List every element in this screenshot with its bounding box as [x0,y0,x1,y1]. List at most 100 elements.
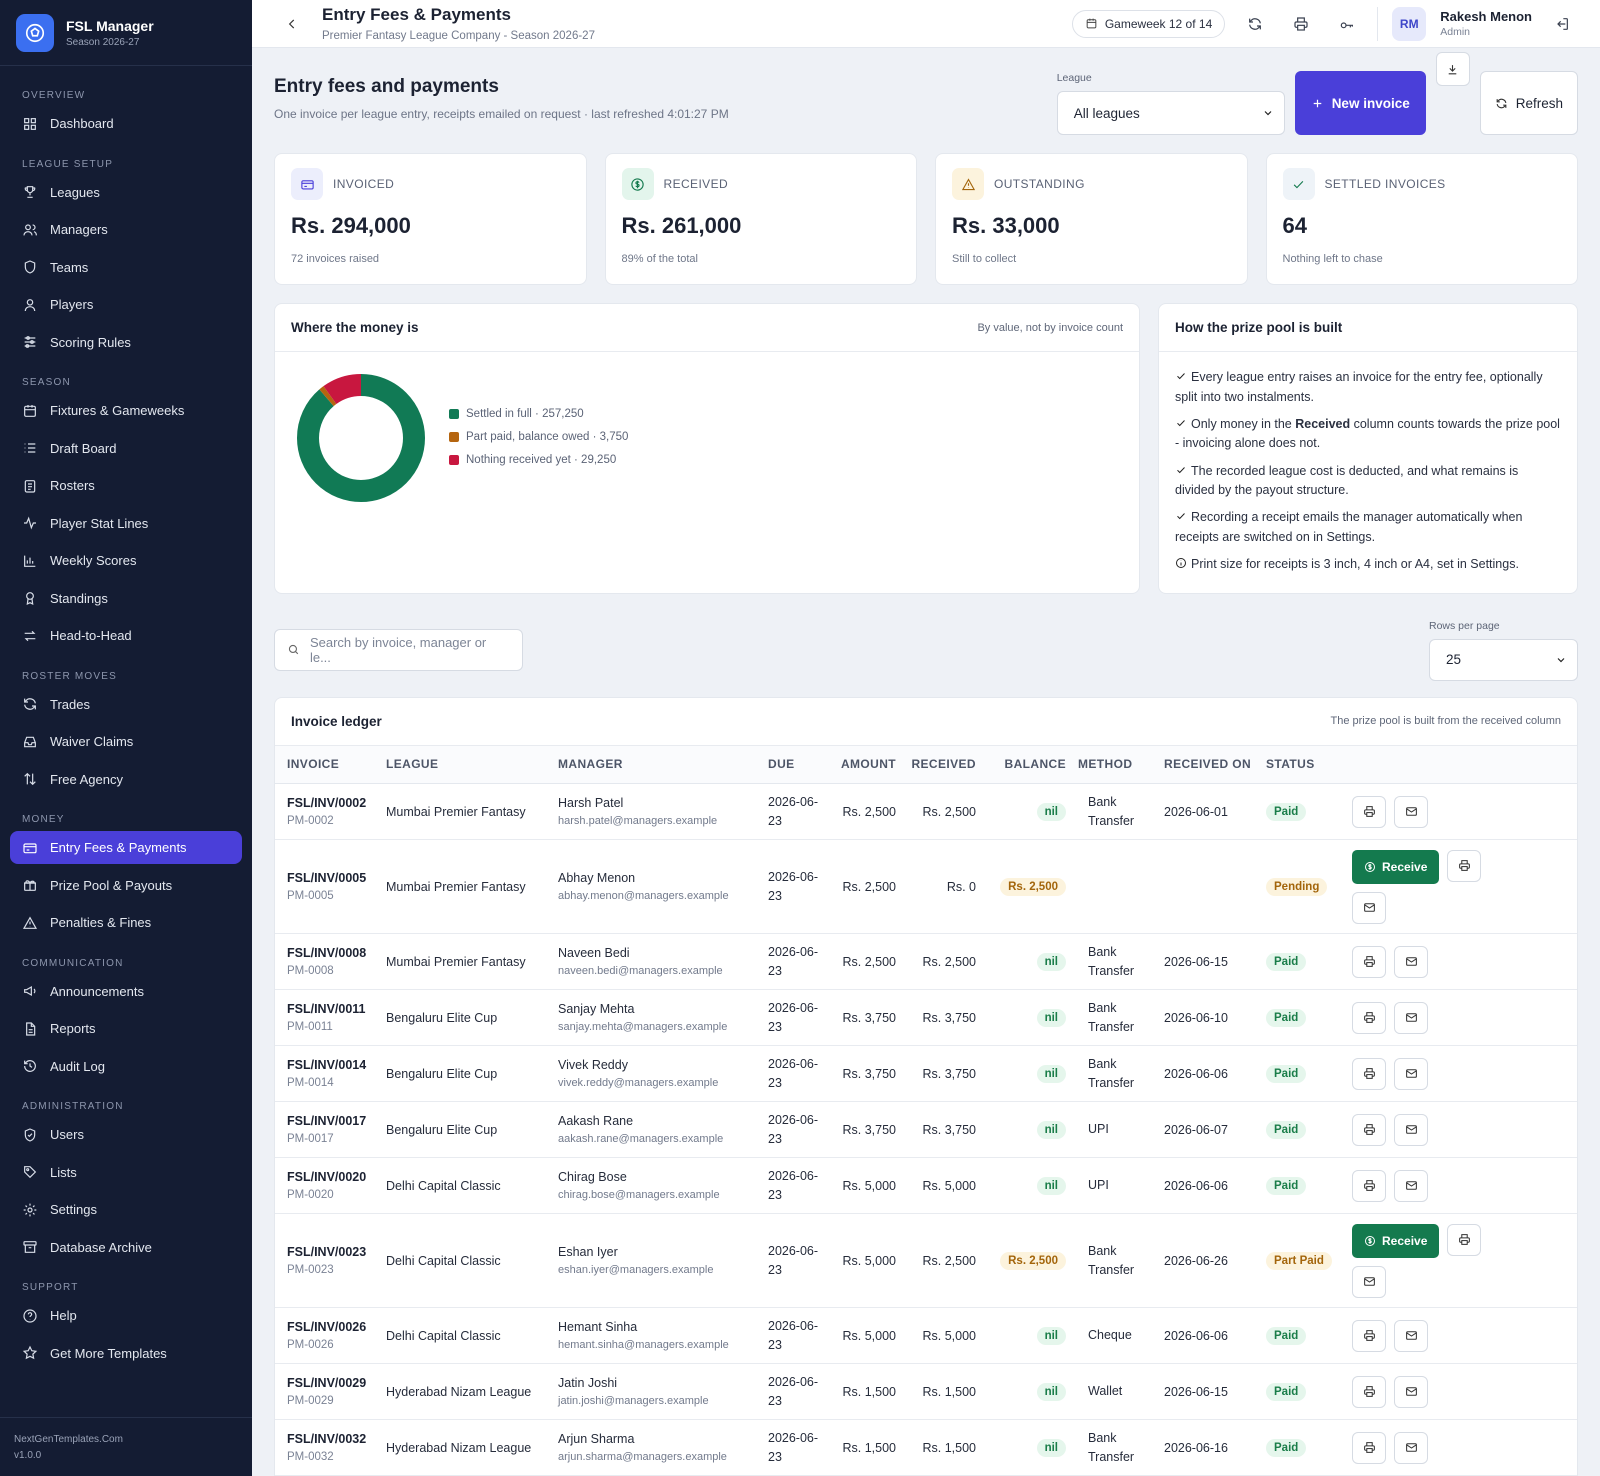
dollar-circle-icon [1365,1235,1375,1246]
email-invoice-button[interactable] [1394,1113,1428,1146]
print-invoice-button[interactable] [1352,1375,1386,1408]
sidebar-item-head-to-head[interactable]: Head-to-Head [10,619,242,652]
sidebar-item-managers[interactable]: Managers [10,213,242,246]
sidebar-item-players[interactable]: Players [10,288,242,321]
sidebar-item-weekly-scores[interactable]: Weekly Scores [10,544,242,577]
email-invoice-button[interactable] [1394,1319,1428,1352]
receive-button[interactable]: Receive [1352,849,1440,884]
sidebar-item-users[interactable]: Users [10,1118,242,1151]
invoice-number[interactable]: FSL/INV/0032 [287,1432,367,1446]
print-invoice-button[interactable] [1447,849,1482,882]
sidebar-item-rosters[interactable]: Rosters [10,469,242,502]
sidebar-item-waiver-claims[interactable]: Waiver Claims [10,725,242,758]
search-input[interactable]: Search by invoice, manager or le... [274,628,523,671]
sidebar-item-announcements[interactable]: Announcements [10,975,242,1008]
sidebar-item-penalties-and-fines[interactable]: Penalties & Fines [10,906,242,939]
email-invoice-button[interactable] [1394,1375,1428,1408]
email-invoice-button[interactable] [1352,1265,1386,1298]
email-invoice-button[interactable] [1394,1431,1428,1464]
invoice-ref: PM-0002 [287,815,334,827]
sidebar-item-trades[interactable]: Trades [10,688,242,721]
sidebar-item-prize-pool-and-payouts[interactable]: Prize Pool & Payouts [10,869,242,902]
column-header-actions[interactable] [1346,745,1577,784]
sidebar-item-scoring-rules[interactable]: Scoring Rules [10,326,242,359]
invoice-number[interactable]: FSL/INV/0029 [287,1376,367,1390]
email-invoice-button[interactable] [1394,795,1428,828]
sidebar-item-fixtures-and-gameweeks[interactable]: Fixtures & Gameweeks [10,394,242,427]
invoice-number[interactable]: FSL/INV/0008 [287,946,367,960]
column-header-balance[interactable]: BALANCE [982,745,1072,784]
print-invoice-button[interactable] [1447,1223,1482,1256]
new-invoice-button[interactable]: New invoice [1294,71,1426,136]
print-invoice-button[interactable] [1352,1169,1386,1202]
invoice-number[interactable]: FSL/INV/0020 [287,1170,367,1184]
email-invoice-button[interactable] [1352,891,1386,924]
sidebar-item-database-archive[interactable]: Database Archive [10,1231,242,1264]
column-header-manager[interactable]: MANAGER [552,745,762,784]
printer-icon [1363,1012,1375,1023]
invoice-number[interactable]: FSL/INV/0017 [287,1114,367,1128]
row-actions [1352,945,1492,978]
sidebar-item-draft-board[interactable]: Draft Board [10,432,242,465]
sidebar-item-dashboard[interactable]: Dashboard [10,107,242,140]
column-header-status[interactable]: STATUS [1260,745,1346,784]
gameweek-chip[interactable]: Gameweek 12 of 14 [1071,9,1226,38]
league-select[interactable]: All leagues [1056,91,1285,136]
invoice-number[interactable]: FSL/INV/0026 [287,1320,367,1334]
balance-badge: nil [1036,1008,1066,1027]
printer-icon [1458,860,1470,871]
sidebar-item-get-more-templates[interactable]: Get More Templates [10,1337,242,1370]
email-invoice-button[interactable] [1394,1001,1428,1034]
refresh-button[interactable]: Refresh [1479,71,1578,136]
sidebar-item-audit-log[interactable]: Audit Log [10,1050,242,1083]
invoice-number[interactable]: FSL/INV/0002 [287,796,367,810]
avatar[interactable]: RM [1392,6,1427,41]
sidebar-item-teams[interactable]: Teams [10,251,242,284]
sidebar-item-entry-fees-and-payments[interactable]: Entry Fees & Payments [10,831,242,864]
sidebar-item-leagues[interactable]: Leagues [10,176,242,209]
print-invoice-button[interactable] [1352,1001,1386,1034]
column-header-amount[interactable]: AMOUNT [832,745,902,784]
export-button[interactable] [1435,52,1470,87]
back-button[interactable] [280,12,304,36]
column-header-invoice[interactable]: INVOICE [275,745,380,784]
sidebar-item-help[interactable]: Help [10,1299,242,1332]
receive-button[interactable]: Receive [1352,1223,1440,1258]
legend-item: Part paid, balance owed · 3,750 [449,431,628,443]
print-invoice-button[interactable] [1352,945,1386,978]
sidebar-item-label: Draft Board [50,440,117,456]
invoice-number[interactable]: FSL/INV/0005 [287,871,367,885]
league-cell: Hyderabad Nizam League [380,1363,552,1420]
prize-pool-item-text: Recording a receipt emails the manager a… [1175,510,1523,544]
sidebar-item-reports[interactable]: Reports [10,1012,242,1045]
print-button[interactable] [1285,8,1317,40]
column-header-league[interactable]: LEAGUE [380,745,552,784]
footer-site[interactable]: NextGenTemplates.Com [14,1434,123,1445]
print-invoice-button[interactable] [1352,1057,1386,1090]
print-invoice-button[interactable] [1352,1113,1386,1146]
invoice-number[interactable]: FSL/INV/0014 [287,1058,367,1072]
email-invoice-button[interactable] [1394,1057,1428,1090]
sidebar-item-label: Entry Fees & Payments [50,840,187,855]
column-header-received[interactable]: RECEIVED [902,745,982,784]
email-invoice-button[interactable] [1394,1169,1428,1202]
logout-button[interactable] [1546,8,1578,40]
mail-icon [1405,1181,1417,1190]
email-invoice-button[interactable] [1394,945,1428,978]
column-header-received-on[interactable]: RECEIVED ON [1158,745,1260,784]
column-header-due[interactable]: DUE [762,745,832,784]
key-button[interactable] [1331,8,1363,40]
invoice-number[interactable]: FSL/INV/0011 [287,1002,366,1016]
sidebar-item-standings[interactable]: Standings [10,582,242,615]
print-invoice-button[interactable] [1352,795,1386,828]
sidebar-item-player-stat-lines[interactable]: Player Stat Lines [10,507,242,540]
sidebar-item-free-agency[interactable]: Free Agency [10,763,242,796]
sidebar-item-settings[interactable]: Settings [10,1193,242,1226]
sync-button[interactable] [1239,8,1271,40]
invoice-number[interactable]: FSL/INV/0023 [287,1245,367,1259]
print-invoice-button[interactable] [1352,1431,1386,1464]
column-header-method[interactable]: METHOD [1072,745,1158,784]
sidebar-item-lists[interactable]: Lists [10,1156,242,1189]
rows-per-page-select[interactable]: 25 [1429,638,1578,681]
print-invoice-button[interactable] [1352,1319,1386,1352]
